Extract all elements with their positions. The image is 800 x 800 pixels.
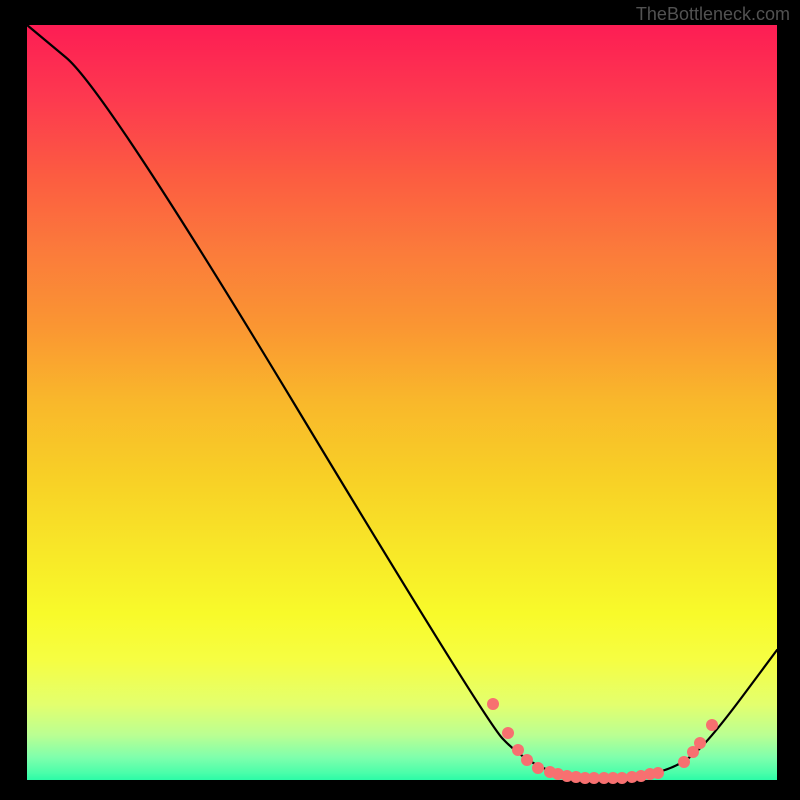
bottleneck-chart [0,0,800,800]
chart-area [0,0,800,800]
watermark-text: TheBottleneck.com [636,4,790,25]
chart-container: TheBottleneck.com [0,0,800,800]
